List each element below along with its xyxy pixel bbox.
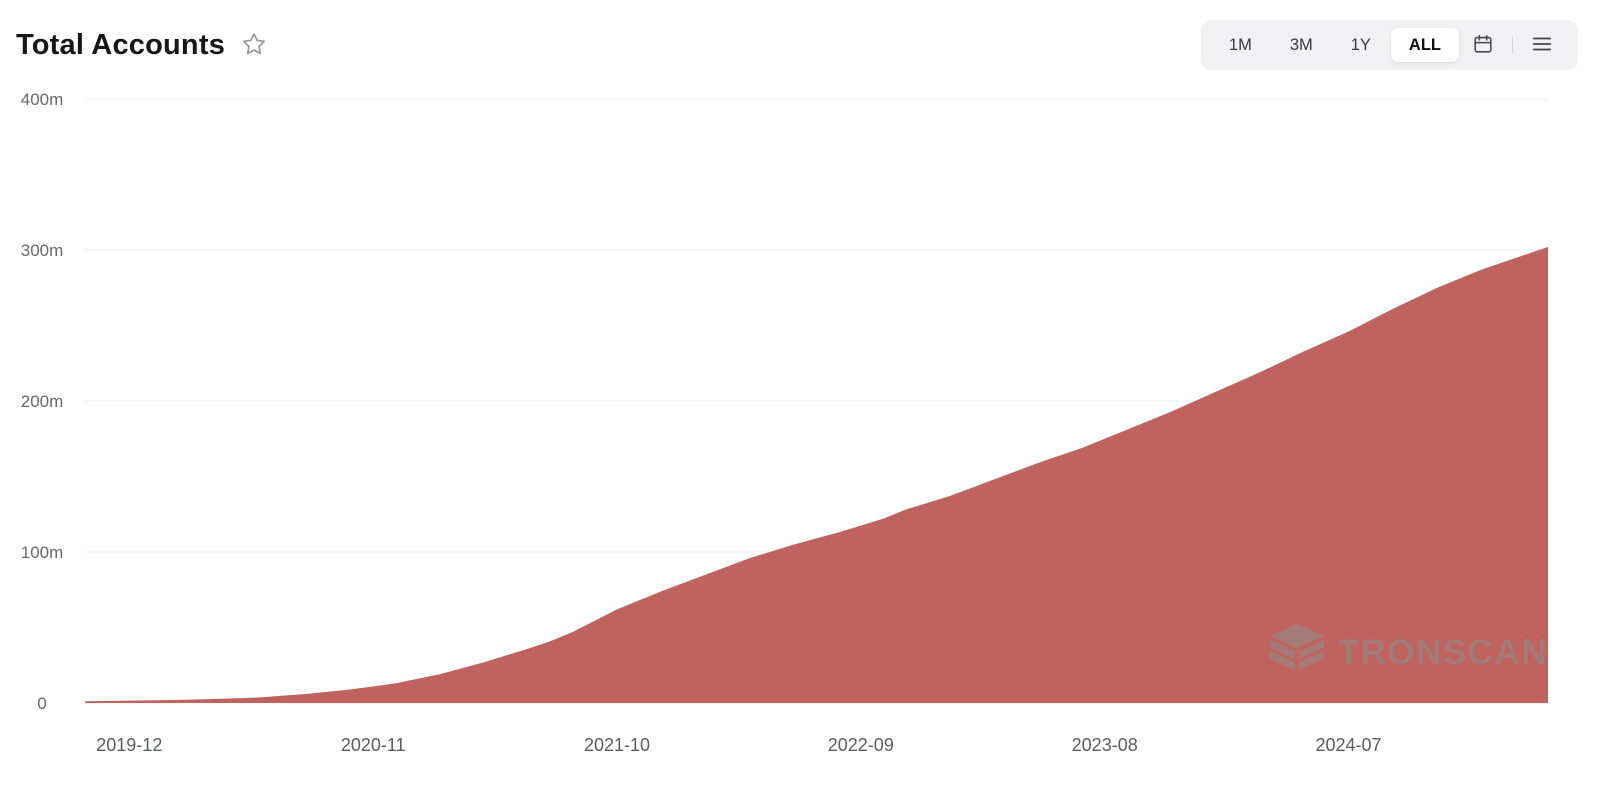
calendar-button[interactable] bbox=[1461, 27, 1505, 64]
area-series-total-accounts[interactable] bbox=[85, 247, 1548, 703]
x-axis-tick-label: 2021-10 bbox=[584, 735, 650, 755]
y-axis-tick-label: 400m bbox=[21, 90, 64, 109]
range-controls: 1M 3M 1Y ALL bbox=[1200, 20, 1578, 70]
title-wrap: Total Accounts bbox=[16, 29, 269, 62]
x-axis-tick-label: 2024-07 bbox=[1315, 735, 1381, 755]
menu-button[interactable] bbox=[1520, 27, 1564, 64]
y-axis-tick-label: 300m bbox=[21, 241, 64, 260]
hamburger-menu-icon bbox=[1531, 33, 1553, 58]
total-accounts-area-chart[interactable]: 0 100m 200m 300m 400m 2019-12 2020-11 2021-10 20… bbox=[0, 76, 1600, 792]
divider bbox=[1512, 36, 1513, 54]
star-outline-icon bbox=[241, 31, 267, 60]
calendar-icon bbox=[1472, 33, 1494, 58]
x-axis-tick-label: 2022-09 bbox=[828, 735, 894, 755]
range-button-all[interactable]: ALL bbox=[1390, 27, 1459, 63]
x-axis-tick-label: 2023-08 bbox=[1072, 735, 1138, 755]
range-button-1y[interactable]: 1Y bbox=[1333, 28, 1389, 63]
favorite-button[interactable] bbox=[239, 29, 269, 62]
y-axis-tick-label: 200m bbox=[21, 392, 64, 411]
page-title: Total Accounts bbox=[16, 28, 226, 61]
chart-area: 0 100m 200m 300m 400m 2019-12 2020-11 2021-10 20… bbox=[0, 76, 1600, 792]
range-button-1m[interactable]: 1M bbox=[1211, 28, 1270, 63]
y-axis-tick-label: 0 bbox=[37, 694, 46, 713]
x-axis-tick-label: 2019-12 bbox=[96, 735, 162, 755]
x-axis-tick-label: 2020-11 bbox=[341, 735, 406, 755]
chart-header: Total Accounts 1M 3M 1Y ALL bbox=[0, 0, 1600, 76]
y-axis-tick-label: 100m bbox=[21, 543, 64, 562]
range-button-3m[interactable]: 3M bbox=[1272, 28, 1331, 63]
